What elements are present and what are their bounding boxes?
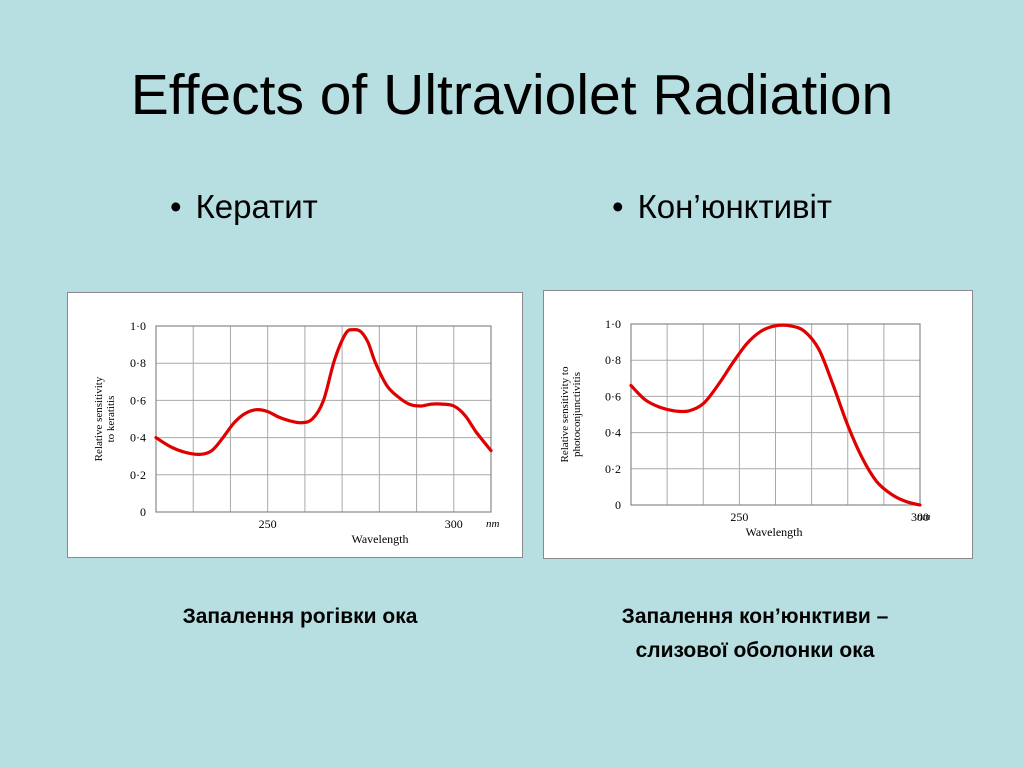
y-tick-label: 0 — [615, 498, 621, 512]
y-tick-label: 0 — [140, 505, 146, 519]
y-tick-label: 1·0 — [130, 319, 146, 333]
y-tick-label: 0·6 — [605, 389, 621, 403]
y-tick-label: 0·2 — [130, 468, 146, 482]
y-tick-label: 0·6 — [130, 393, 146, 407]
bullet-label: Кон’юнктивіт — [637, 188, 833, 225]
y-tick-label: 0·4 — [130, 431, 146, 445]
y-axis-label: Relative sensitivity to — [559, 366, 571, 462]
series-line — [154, 327, 493, 456]
keratitis-chart: 0 0·2 0·4 0·6 0·8 1·0 250 300 nm Wavelength Relati… — [93, 319, 500, 546]
bullet-marker: • — [612, 188, 624, 225]
x-tick-label: 250 — [259, 517, 277, 531]
y-tick-label: 0·8 — [130, 356, 146, 370]
conjunctivitis-chart-panel: 0 0·2 0·4 0·6 0·8 1·0 250 300 nm Wavelength Relati… — [543, 290, 973, 559]
x-tick-label: 250 — [730, 510, 748, 524]
bullet-marker: • — [170, 188, 182, 225]
y-tick-label: 1·0 — [605, 317, 621, 331]
x-axis-unit: nm — [486, 518, 500, 530]
bullet-keratitis: • Кератит — [170, 188, 318, 226]
bullet-conjunctivitis: • Кон’юнктивіт — [612, 188, 832, 226]
y-axis-label: photoconjunctivitis — [571, 372, 583, 457]
caption-line: Запалення рогівки ока — [182, 605, 418, 628]
caption-keratitis: Запалення рогівки ока — [100, 600, 500, 634]
plot-frame — [630, 323, 921, 506]
bullet-label: Кератит — [195, 188, 318, 225]
caption-conjunctivitis: Запалення кон’юнктиви – слизової оболонк… — [540, 600, 970, 668]
y-tick-label: 0·8 — [605, 353, 621, 367]
caption-line: слизової оболонки ока — [635, 639, 875, 662]
y-tick-label: 0·4 — [605, 426, 621, 440]
slide-title: Effects of Ultraviolet Radiation — [130, 63, 894, 127]
y-axis-label: Relative sensitivity — [93, 376, 105, 461]
plot-frame — [155, 325, 492, 513]
y-tick-label: 0·2 — [605, 462, 621, 476]
caption-line: Запалення кон’юнктиви – — [621, 605, 889, 628]
x-tick-label: 300 — [445, 517, 463, 531]
x-axis-label: Wavelength — [745, 525, 802, 539]
x-tick-label: 300 — [911, 510, 929, 524]
keratitis-chart-panel: 0 0·2 0·4 0·6 0·8 1·0 250 300 nm Wavelength Relati… — [67, 292, 523, 558]
x-axis-label: Wavelength — [351, 532, 408, 546]
series-line — [629, 323, 922, 507]
y-axis-label: to keratitis — [105, 396, 117, 443]
x-axis-unit: nm — [917, 511, 931, 523]
